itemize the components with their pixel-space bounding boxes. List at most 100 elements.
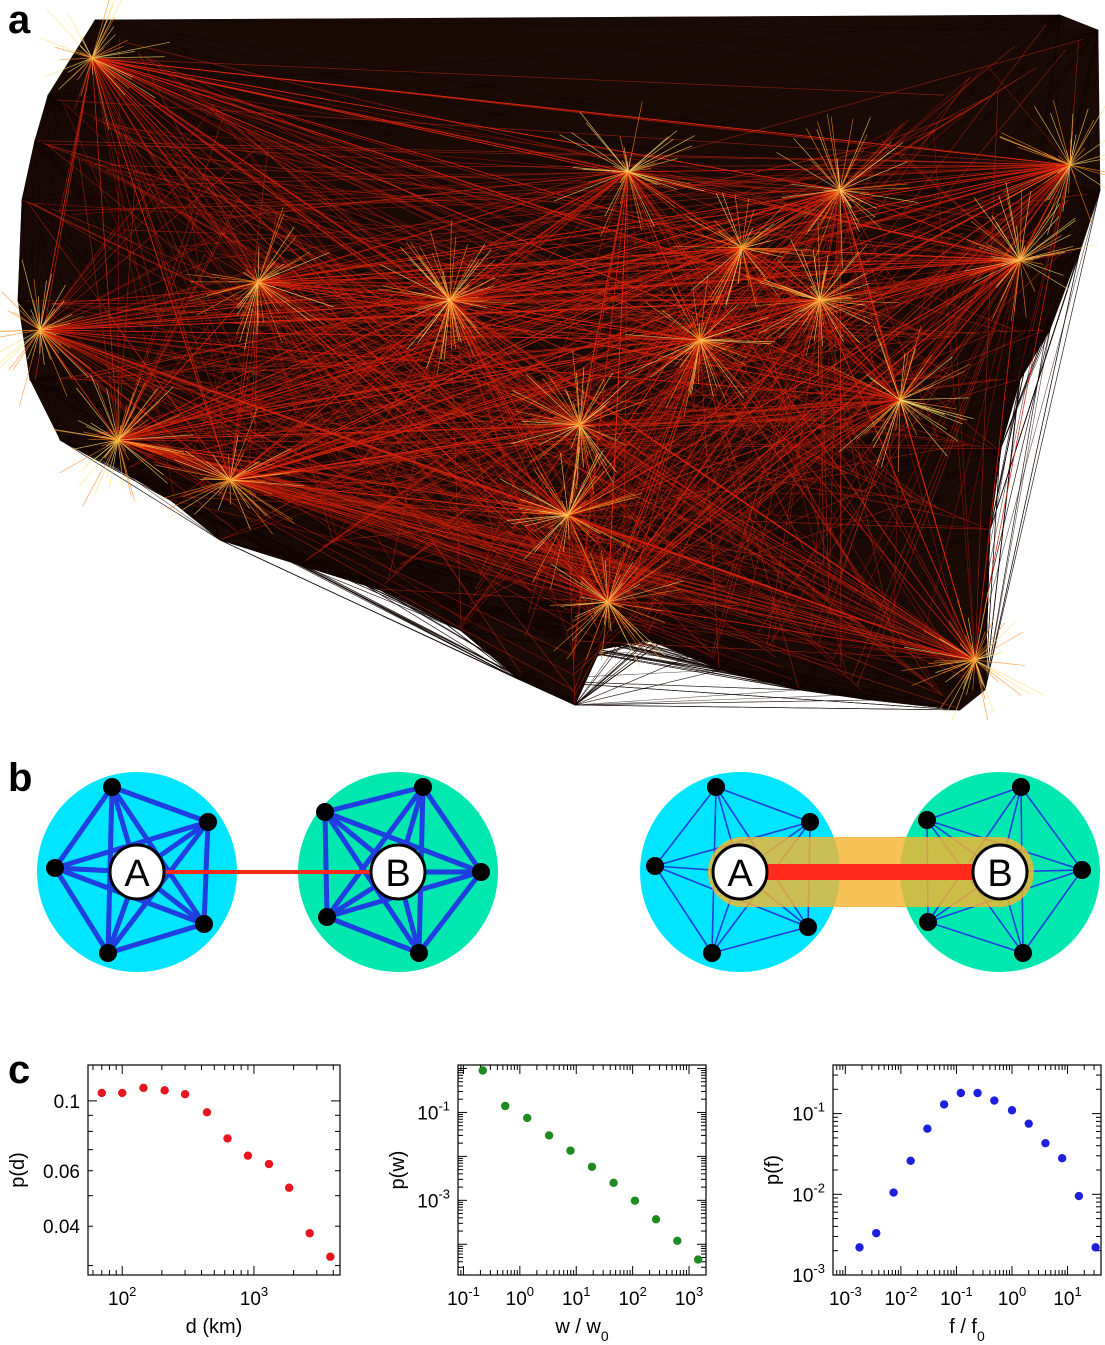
plot-frame [457,1064,707,1276]
short-range-link [534,514,569,553]
short-range-link [669,339,701,360]
mid-range-link [229,479,404,484]
long-range-link [17,299,31,381]
short-range-link [590,552,609,603]
mid-range-link [449,299,810,579]
short-range-link [449,290,467,301]
mid-range-link [39,257,218,331]
short-range-link [579,424,614,483]
cluster-node [46,859,64,877]
long-range-link [47,94,1021,381]
short-range-link [154,464,231,481]
short-range-link [1019,216,1060,261]
mid-range-link [449,189,841,301]
short-range-link [102,435,119,441]
short-range-link [673,245,743,249]
short-range-link [218,479,231,496]
short-range-link [579,111,629,173]
long-range-links [17,14,1101,711]
short-range-link [91,46,101,59]
mid-range-link [856,259,1021,687]
mid-range-link [607,601,909,666]
mid-range-link [607,601,687,606]
mid-range-link [627,171,821,301]
short-range-link [627,168,652,173]
long-range-link [519,669,721,681]
mid-range-link [257,281,581,426]
short-range-link [566,391,581,426]
short-range-link [449,257,473,301]
short-range-link [39,329,52,360]
short-range-link [515,410,581,426]
short-range-link [679,339,701,368]
short-range-link [117,419,149,441]
mid-range-link [567,399,901,516]
mid-range-link [160,153,1021,261]
mid-range-link [882,258,1021,261]
short-range-link [252,281,259,346]
mid-range-link [567,514,615,529]
mid-range-link [627,171,701,341]
short-range-link [974,659,984,687]
mid-range-link [579,268,992,426]
mid-range-link [229,399,901,481]
short-range-link [80,52,93,59]
mid-range-link [743,561,976,661]
short-range-link [870,399,901,419]
mid-range-link [214,256,259,283]
mid-range-link [819,299,825,565]
long-range-link [869,249,1081,701]
short-range-link [899,399,910,413]
mid-range-link [450,339,701,501]
long-range-link [47,29,1099,96]
mid-range-link [91,57,967,444]
clique-edge [324,784,426,920]
mid-range-link [844,259,1021,610]
short-range-link [792,299,821,313]
short-range-link [766,299,821,339]
mid-range-link [528,424,581,614]
short-range-link [1019,188,1023,261]
short-range-link [1019,259,1069,290]
short-range-link [814,189,841,261]
mid-range-link [91,57,159,316]
short-range-link [229,463,274,481]
short-range-link [39,329,89,378]
clique-edge [1022,869,1083,954]
data-point [243,1151,253,1160]
mid-range-link [968,259,1021,522]
short-range-link [39,300,65,331]
short-range-link [817,220,821,301]
short-range-link [699,339,727,403]
short-range-link [567,492,643,516]
short-range-link [1049,112,1071,166]
data-point [889,1188,898,1197]
short-range-link [819,299,833,312]
short-range-link [624,334,701,341]
short-range-link [713,220,743,249]
short-range-link [1047,164,1071,235]
mid-range-link [607,565,667,603]
short-range-link [16,300,41,331]
mid-range-link [117,299,451,441]
mid-range-link [535,259,1021,558]
short-range-link [579,388,585,426]
long-range-link [574,669,721,706]
short-range-link [542,378,581,426]
mid-range-link [449,299,701,341]
short-range-link [656,339,701,356]
mid-range-link [217,259,1021,374]
short-range-link [240,281,259,319]
short-range-link [579,400,624,426]
short-range-link [803,189,841,218]
long-range-link [34,139,1051,331]
short-range-link [974,620,994,661]
mid-range-link [699,339,720,669]
short-range-link [229,479,293,521]
short-range-link [974,631,986,661]
short-range-link [33,278,41,331]
short-range-link [91,57,133,80]
mid-range-link [117,299,821,441]
mid-range-link [91,57,733,598]
mid-range-link [174,160,976,661]
